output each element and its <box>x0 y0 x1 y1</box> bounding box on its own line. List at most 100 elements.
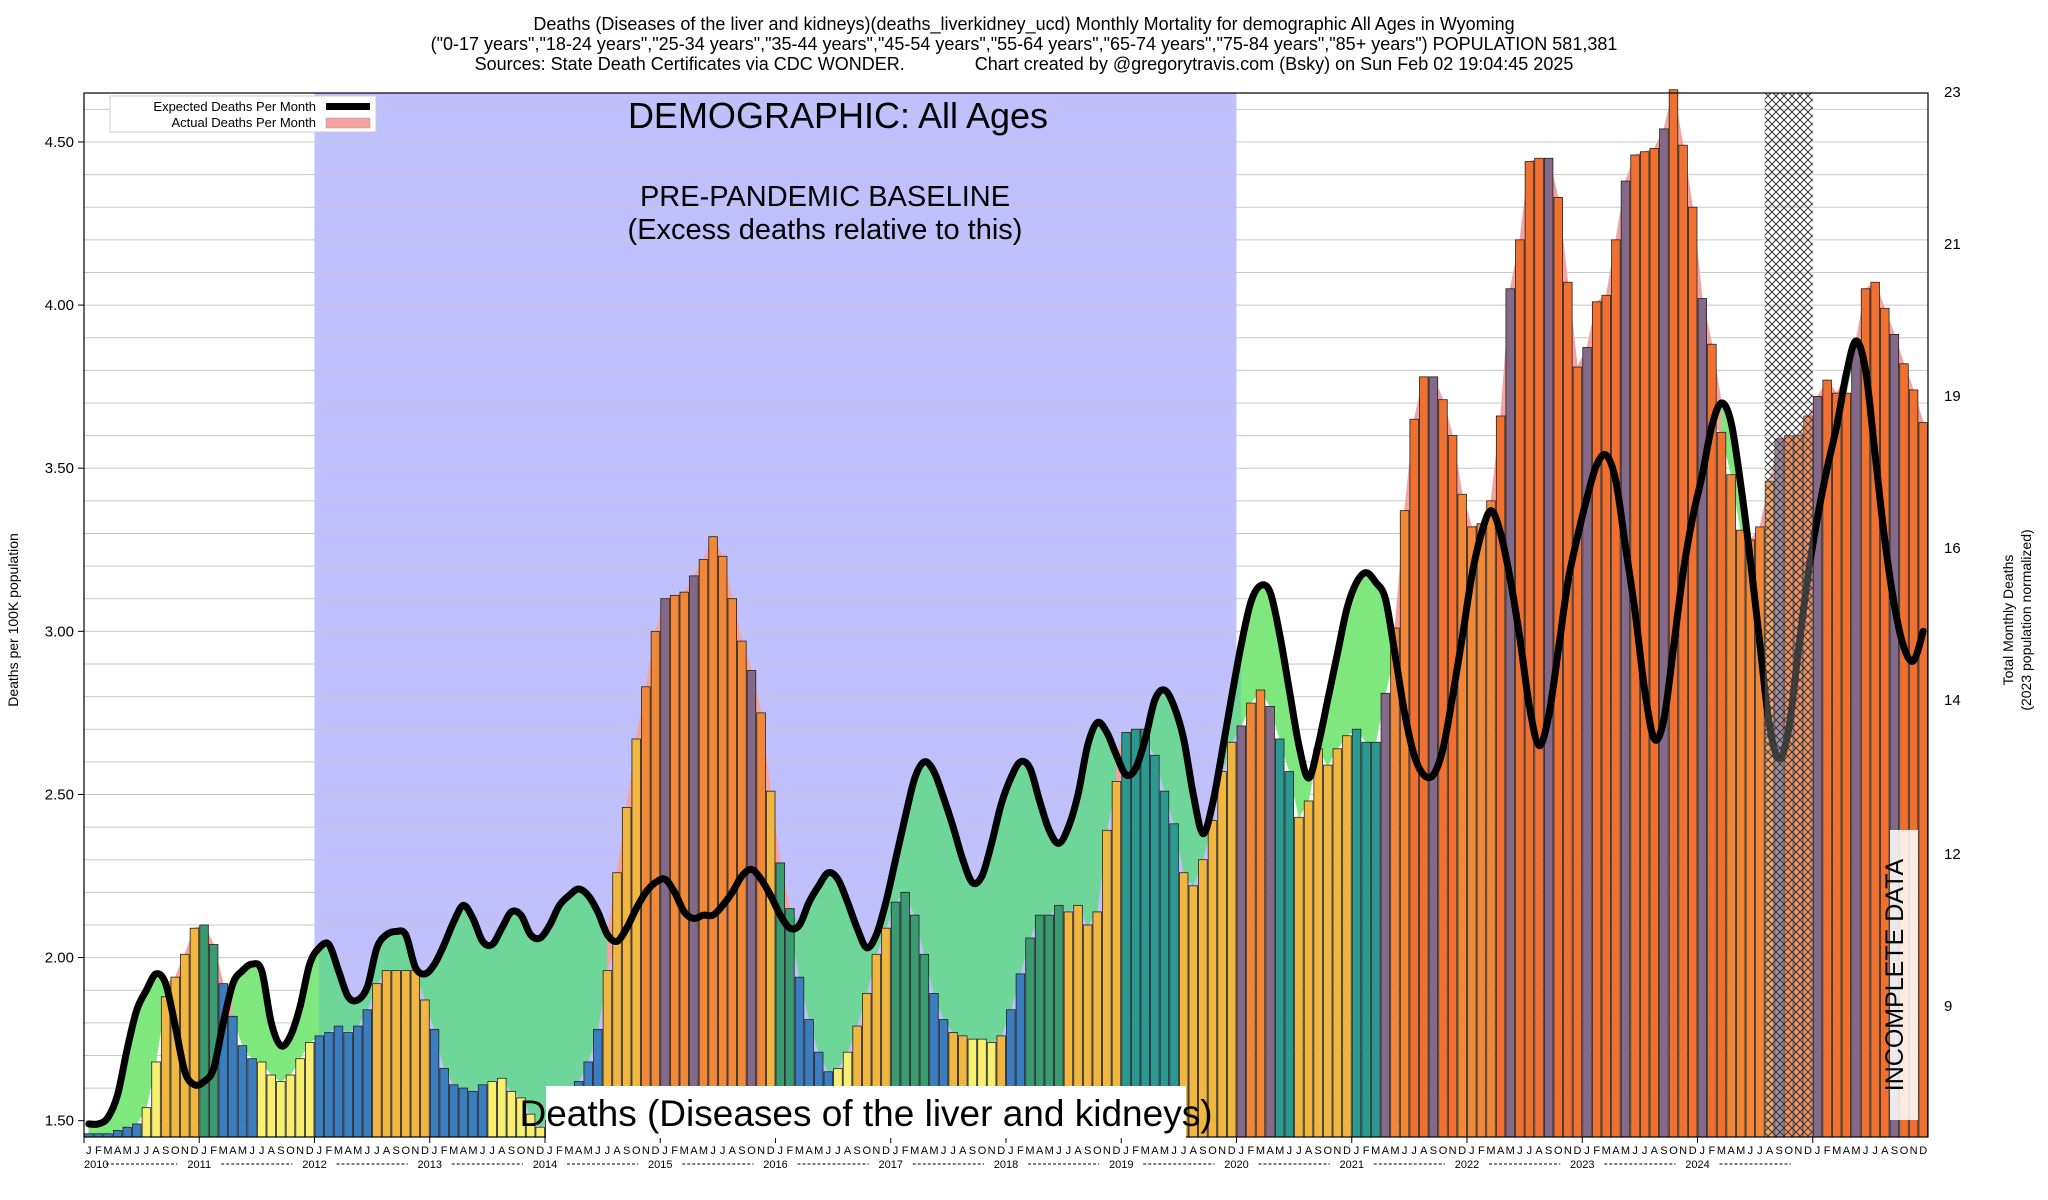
bottom-label: Deaths (Diseases of the liver and kidney… <box>519 1093 1212 1134</box>
actual-deaths-bar <box>1563 281 1573 1138</box>
y-tick-label: 2.00 <box>45 950 74 967</box>
x-month-label: F <box>210 1145 217 1157</box>
x-month-label: O <box>862 1145 871 1157</box>
actual-deaths-bar <box>497 1077 507 1138</box>
actual-deaths-bar <box>1697 298 1708 1138</box>
x-month-label: S <box>1775 1145 1782 1157</box>
deficit-area-segment <box>972 875 983 1040</box>
actual-deaths-bar <box>1217 771 1227 1138</box>
deficit-area-segment <box>1000 778 1012 1036</box>
x-month-label: M <box>1621 1145 1630 1157</box>
x-month-label: J <box>1757 1145 1763 1157</box>
actual-deaths-bar <box>1524 161 1535 1138</box>
right-tick-label: 19 <box>1944 388 1961 405</box>
y-tick-label: 1.50 <box>45 1113 74 1130</box>
x-month-label: O <box>747 1145 756 1157</box>
x-month-label: J <box>1402 1145 1408 1157</box>
x-month-label: O <box>1669 1145 1678 1157</box>
x-month-label: A <box>383 1145 391 1157</box>
x-month-label: J <box>950 1145 956 1157</box>
x-month-label: M <box>1256 1145 1265 1157</box>
x-year-label: 2013 <box>418 1159 442 1171</box>
x-month-label: S <box>277 1145 284 1157</box>
x-month-label: M <box>334 1145 343 1157</box>
actual-deaths-bar <box>256 1061 267 1138</box>
x-month-label: J <box>134 1145 140 1157</box>
x-month-label: M <box>584 1145 593 1157</box>
baseline-label-line-2: (Excess deaths relative to this) <box>628 214 1023 246</box>
actual-deaths-bar <box>199 924 209 1138</box>
x-month-label: M <box>1025 1145 1034 1157</box>
x-month-label: A <box>844 1145 852 1157</box>
x-year-label: 2016 <box>763 1159 787 1171</box>
actual-deaths-bar <box>429 1028 440 1138</box>
actual-deaths-bar <box>487 1081 497 1138</box>
actual-deaths-bar <box>1159 790 1170 1138</box>
x-month-label: M <box>1736 1145 1745 1157</box>
actual-deaths-bar <box>1323 764 1333 1138</box>
x-month-label: J <box>201 1145 207 1157</box>
x-month-label: M <box>449 1145 458 1157</box>
x-month-label: J <box>1008 1145 1014 1157</box>
actual-deaths-bar <box>1659 128 1669 1138</box>
x-month-label: S <box>392 1145 399 1157</box>
actual-deaths-bar <box>1707 343 1717 1138</box>
x-month-label: F <box>902 1145 909 1157</box>
x-month-label: S <box>508 1145 515 1157</box>
deficit-area-segment <box>828 872 839 1073</box>
actual-deaths-bar <box>151 1061 161 1138</box>
x-month-label: S <box>1660 1145 1667 1157</box>
x-month-label: D <box>651 1145 659 1157</box>
x-month-label: O <box>978 1145 987 1157</box>
actual-deaths-bar <box>112 1130 123 1138</box>
x-month-label: J <box>1123 1145 1129 1157</box>
x-month-label: D <box>1804 1145 1812 1157</box>
x-month-label: N <box>1218 1145 1226 1157</box>
actual-deaths-bar <box>1246 702 1256 1138</box>
actual-deaths-bar <box>420 999 430 1138</box>
x-month-label: A <box>1766 1145 1774 1157</box>
x-month-label: M <box>353 1145 362 1157</box>
actual-deaths-bar <box>1447 435 1458 1138</box>
deficit-area-segment <box>520 915 531 1116</box>
x-month-label: O <box>1439 1145 1448 1157</box>
x-month-label: F <box>441 1145 448 1157</box>
legend-label-expected: Expected Deaths Per Month <box>153 99 316 114</box>
x-month-label: O <box>401 1145 410 1157</box>
x-month-label: J <box>710 1145 716 1157</box>
actual-deaths-bar <box>1428 376 1439 1138</box>
actual-deaths-bar <box>641 686 651 1138</box>
actual-deaths-bar <box>1582 347 1592 1138</box>
actual-deaths-bar <box>1361 741 1371 1138</box>
x-month-label: D <box>1112 1145 1120 1157</box>
x-year-label: 2022 <box>1455 1159 1479 1171</box>
x-month-label: D <box>767 1145 775 1157</box>
x-month-label: M <box>219 1145 228 1157</box>
deficit-area-segment <box>491 927 503 1082</box>
x-month-label: A <box>229 1145 237 1157</box>
x-month-label: F <box>1132 1145 1139 1157</box>
right-axis-label-line-2: (2023 population normalized) <box>2018 529 2034 710</box>
x-month-label: J <box>317 1145 323 1157</box>
x-month-label: J <box>595 1145 601 1157</box>
x-month-label: A <box>959 1145 967 1157</box>
actual-deaths-bar <box>1265 705 1275 1138</box>
deficit-area-segment <box>1356 571 1367 744</box>
actual-deaths-bar <box>285 1074 296 1138</box>
actual-deaths-bar <box>1226 741 1237 1138</box>
actual-deaths-bar <box>1342 735 1352 1138</box>
x-month-label: M <box>1045 1145 1054 1157</box>
bottom-label-box <box>546 1086 1186 1138</box>
deficit-area-segment <box>511 911 522 1099</box>
deficit-area-segment <box>501 910 512 1093</box>
x-month-label: O <box>1323 1145 1332 1157</box>
x-month-label: D <box>306 1145 314 1157</box>
x-month-label: A <box>1843 1145 1851 1157</box>
x-month-label: J <box>1517 1145 1523 1157</box>
x-month-label: F <box>1248 1145 1255 1157</box>
x-month-label: D <box>1228 1145 1236 1157</box>
actual-deaths-bar <box>1236 725 1247 1138</box>
actual-deaths-bar <box>1851 347 1861 1138</box>
x-month-label: M <box>1486 1145 1495 1157</box>
x-month-label: F <box>1017 1145 1024 1157</box>
